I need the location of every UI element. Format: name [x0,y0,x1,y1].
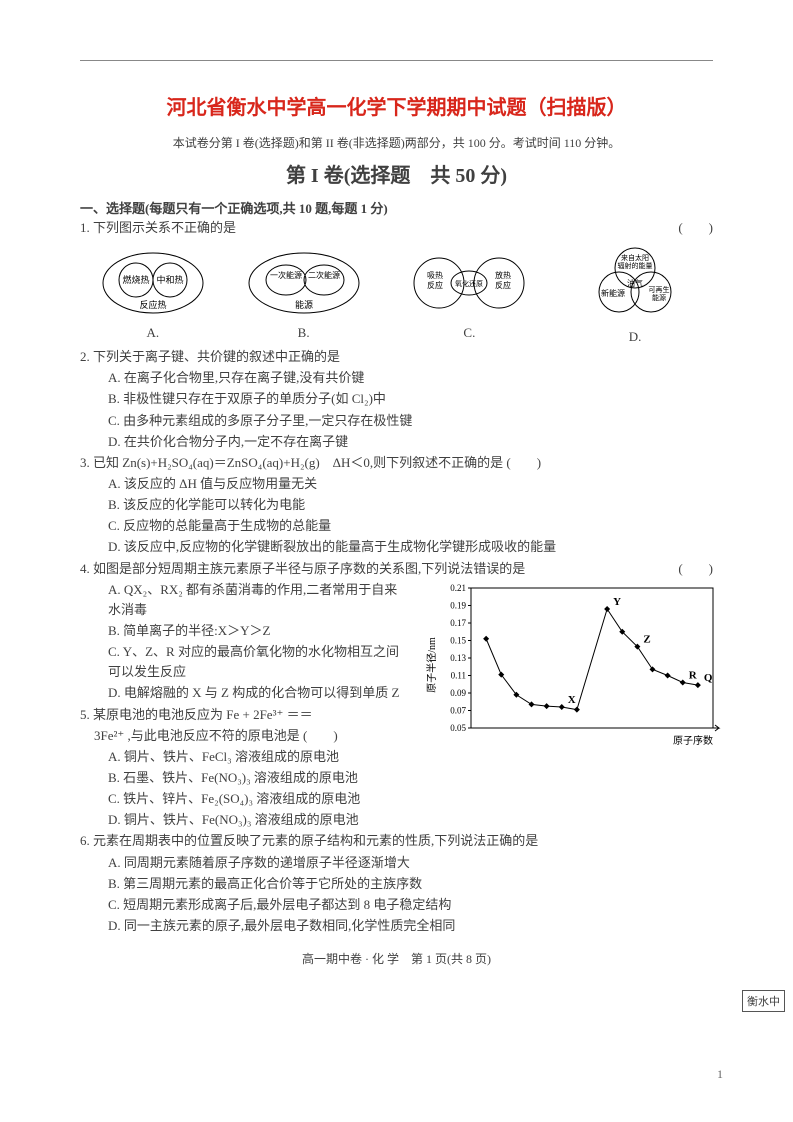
page-title: 河北省衡水中学高一化学下学期期中试题（扫描版） [80,91,713,120]
q4-paren: ( ) [678,559,713,579]
exam-page: 河北省衡水中学高一化学下学期期中试题（扫描版） 本试卷分第 I 卷(选择题)和第… [0,0,793,1122]
q6-opt-d: D. 同一主族元素的原子,最外层电子数相同,化学性质完全相同 [80,916,713,936]
dia-c-left: 吸热 [427,270,443,280]
svg-text:Z: Z [643,633,650,645]
q2-stem: 2. 下列关于离子键、共价键的叙述中正确的是 [80,347,713,367]
q6-opt-a: A. 同周期元素随着原子序数的递增原子半径逐渐增大 [80,853,713,873]
exam-subheading: 本试卷分第 I 卷(选择题)和第 II 卷(非选择题)两部分，共 100 分。考… [80,134,713,151]
dia-a-right: 中和热 [156,274,183,285]
q1-stem: 1. 下列图示关系不正确的是 ( ) [80,218,713,238]
dia-c-right: 放热 [495,270,511,280]
q5-opt-c: C. 铁片、锌片、Fe₂(SO₄)₃ 溶液组成的原电池 [80,789,713,809]
dia-b-left: 一次能源 [270,270,302,280]
venn-c-icon: 吸热 反应 放热 反应 氧化还原 [399,248,539,318]
svg-text:X: X [568,694,576,706]
venn-d-icon: 来自太阳 辐射的能量 新能源 可再生 能源 油气 [575,244,695,322]
dia-d-top: 来自太阳 [621,253,649,262]
q1-label-b: B. [244,325,364,341]
q1-label-d: D. [575,329,695,345]
page-number: 1 [717,1067,723,1082]
q5-opt-b: B. 石墨、铁片、Fe(NO₃)₃ 溶液组成的原电池 [80,768,713,788]
page-footer: 高一期中卷 · 化 学 第 1 页(共 8 页) [80,950,713,967]
q1-diagram-b: 一次能源 二次能源 能源 B. [244,248,364,341]
q1-stem-text: 1. 下列图示关系不正确的是 [80,220,236,235]
q4-opt-a: A. QX₂、RX₂ 都有杀菌消毒的作用,二者常用于自来水消毒 [80,580,400,620]
q4-opt-b: B. 简单离子的半径:X＞Y＞Z [80,621,400,641]
dia-b-outer: 能源 [295,299,313,310]
dia-a-outer: 反应热 [139,299,166,310]
q1-diagrams: 燃烧热 中和热 反应热 A. 一次能源 二次能源 能源 B. [80,244,713,345]
svg-text:能源: 能源 [652,293,666,302]
q1-label-c: C. [399,325,539,341]
dia-d-center: 油气 [627,278,643,288]
q6-opt-b: B. 第三周期元素的最高正化合价等于它所处的主族序数 [80,874,713,894]
svg-text:0.13: 0.13 [450,653,466,663]
svg-text:原子序数: 原子序数 [673,734,713,747]
q6-stem: 6. 元素在周期表中的位置反映了元素的原子结构和元素的性质,下列说法正确的是 [80,831,713,851]
q3-opt-b: B. 该反应的化学能可以转化为电能 [80,495,713,515]
svg-text:0.17: 0.17 [450,618,466,628]
q5-stem2: 3Fe²⁺ ,与此电池反应不符的原电池是 ( ) [80,726,400,746]
q2-opt-c: C. 由多种元素组成的多原子分子里,一定只存在极性键 [80,411,713,431]
q5-opt-d: D. 铜片、铁片、Fe(NO₃)₃ 溶液组成的原电池 [80,810,713,830]
top-rule [80,60,713,61]
q1-diagram-a: 燃烧热 中和热 反应热 A. [98,248,208,341]
svg-text:原子半径/nm: 原子半径/nm [425,637,438,693]
svg-text:R: R [689,669,698,681]
venn-b-icon: 一次能源 二次能源 能源 [244,248,364,318]
q4-stem: 4. 如图是部分短周期主族元素原子半径与原子序数的关系图,下列说法错误的是 ( … [80,559,713,579]
corner-stamp: 衡水中 [742,990,785,1012]
q1-label-a: A. [98,325,208,341]
dia-d-right: 可再生 [649,285,670,294]
svg-text:0.19: 0.19 [450,600,466,610]
q4-opt-c: C. Y、Z、R 对应的最高价氧化物的水化物相互之间可以发生反应 [80,642,400,682]
q4-options: A. QX₂、RX₂ 都有杀菌消毒的作用,二者常用于自来水消毒 B. 简单离子的… [80,580,400,746]
q3-opt-c: C. 反应物的总能量高于生成物的总能量 [80,516,713,536]
q2-opt-d: D. 在共价化合物分子内,一定不存在离子键 [80,432,713,452]
q2-opt-a: A. 在离子化合物里,只存在离子键,没有共价键 [80,368,713,388]
svg-text:0.09: 0.09 [450,688,466,698]
svg-text:Y: Y [613,596,621,608]
svg-text:0.11: 0.11 [451,670,466,680]
q3-opt-a: A. 该反应的 ΔH 值与反应物用量无关 [80,474,713,494]
q4-stem-text: 4. 如图是部分短周期主族元素原子半径与原子序数的关系图,下列说法错误的是 [80,561,525,576]
dia-b-right: 二次能源 [308,270,340,280]
section-instructions: 一、选择题(每题只有一个正确选项,共 10 题,每题 1 分) [80,198,713,217]
svg-text:反应: 反应 [427,280,443,290]
svg-text:反应: 反应 [495,280,511,290]
svg-text:0.21: 0.21 [450,583,466,593]
q1-paren: ( ) [678,218,713,238]
dia-c-mid: 氧化还原 [455,279,483,288]
svg-text:Q: Q [704,672,713,684]
section-title: 第 I 卷(选择题 共 50 分) [80,159,713,188]
q2-opt-b: B. 非极性键只存在于双原子的单质分子(如 Cl₂)中 [80,389,713,409]
q5-stem1: 5. 某原电池的电池反应为 Fe + 2Fe³⁺ ＝＝ [80,705,400,725]
q4-body: A. QX₂、RX₂ 都有杀菌消毒的作用,二者常用于自来水消毒 B. 简单离子的… [80,580,713,746]
q4-chart: 0.05 0.07 0.09 0.11 0.13 0.15 0.17 0.19 0.21 原子半径… [423,580,723,750]
dia-d-left: 新能源 [601,288,625,298]
svg-text:0.07: 0.07 [450,705,466,715]
svg-text:辐射的能量: 辐射的能量 [618,261,653,270]
q1-diagram-c: 吸热 反应 放热 反应 氧化还原 C. [399,248,539,341]
q4-opt-d: D. 电解熔融的 X 与 Z 构成的化合物可以得到单质 Z [80,683,400,703]
q3-opt-d: D. 该反应中,反应物的化学键断裂放出的能量高于生成物化学键形成吸收的能量 [80,537,713,557]
q3-stem: 3. 已知 Zn(s)+H₂SO₄(aq)＝ZnSO₄(aq)+H₂(g) ΔH… [80,453,713,473]
q1-diagram-d: 来自太阳 辐射的能量 新能源 可再生 能源 油气 D. [575,244,695,345]
svg-text:0.05: 0.05 [450,723,466,733]
radius-chart-icon: 0.05 0.07 0.09 0.11 0.13 0.15 0.17 0.19 0.21 原子半径… [423,580,723,750]
svg-text:0.15: 0.15 [450,635,466,645]
q6-opt-c: C. 短周期元素形成离子后,最外层电子都达到 8 电子稳定结构 [80,895,713,915]
venn-a-icon: 燃烧热 中和热 反应热 [98,248,208,318]
dia-a-left: 燃烧热 [122,274,149,285]
